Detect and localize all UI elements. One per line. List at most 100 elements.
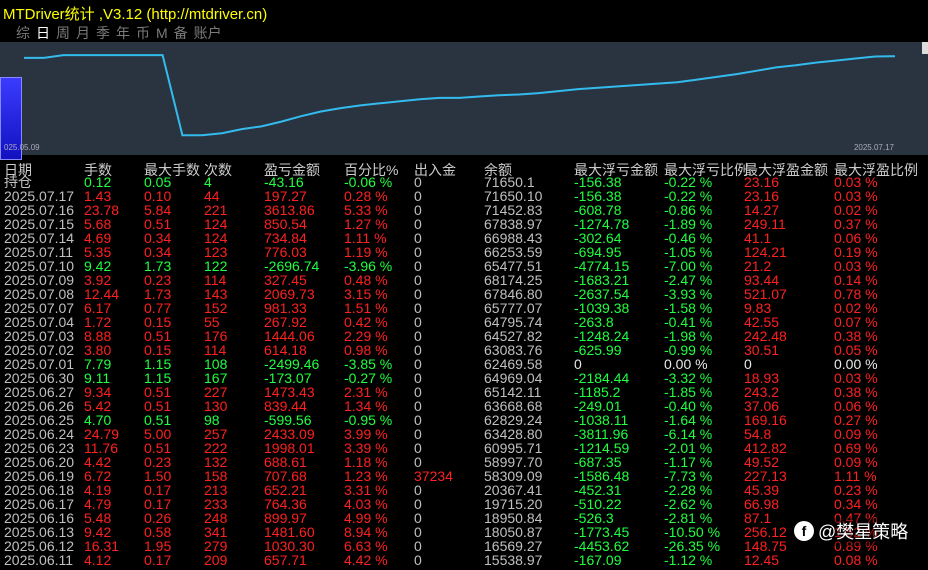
chart-side-button[interactable]	[0, 77, 22, 160]
cell-max-profit-pct: 0.02 %	[834, 202, 878, 218]
cell-lots: 9.42	[84, 258, 112, 274]
cell-date: 2025.07.03	[4, 328, 75, 344]
table-row: 2025.07.02 3.80 0.15 114 614.18 0.98 % 0 63083.…	[0, 342, 928, 358]
cell-pnl: -43.16	[264, 174, 304, 190]
cell-pnl: 1481.60	[264, 524, 315, 540]
cell-count: 123	[204, 244, 228, 260]
table-row: 2025.06.17 4.79 0.17 233 764.36 4.03 % 0 19715.…	[0, 496, 928, 512]
cell-max-profit-pct: 0.00 %	[834, 356, 878, 372]
cell-lots: 5.48	[84, 510, 112, 526]
cell-max-profit-pct: 0.03 %	[834, 370, 878, 386]
cell-deposit: 0	[414, 174, 422, 190]
cell-pct: 1.23 %	[344, 468, 388, 484]
cell-count: 222	[204, 440, 228, 456]
cell-max-profit-pct: 0.38 %	[834, 328, 878, 344]
table-row: 2025.06.13 9.42 0.58 341 1481.60 8.94 % 0 18050…	[0, 524, 928, 540]
cell-date: 2025.06.25	[4, 412, 75, 428]
cell-lots: 5.35	[84, 244, 112, 260]
cell-date: 2025.07.15	[4, 216, 75, 232]
cell-max-profit-pct: 0.23 %	[834, 482, 878, 498]
cell-pnl: -2696.74	[264, 258, 320, 274]
cell-deposit: 0	[414, 300, 422, 316]
tab-5[interactable]: 年	[116, 25, 130, 41]
cell-max-profit-pct: 0.03 %	[834, 258, 878, 274]
cell-max-profit: 42.55	[744, 314, 780, 330]
cell-count: 341	[204, 524, 228, 540]
cell-count: 143	[204, 286, 228, 302]
cell-max-profit: 23.16	[744, 174, 780, 190]
cell-date: 2025.07.10	[4, 258, 75, 274]
tab-2[interactable]: 周	[56, 25, 70, 41]
cell-max-loss: -263.8	[574, 314, 614, 330]
cell-date: 2025.06.19	[4, 468, 75, 484]
cell-count: 209	[204, 552, 228, 568]
tab-7[interactable]: M	[156, 25, 168, 41]
cell-max-lots: 0.51	[144, 216, 172, 232]
cell-balance: 65477.51	[484, 258, 543, 274]
tab-6[interactable]: 币	[136, 25, 150, 41]
cell-balance: 18950.84	[484, 510, 543, 526]
column-header: 最大手数	[144, 162, 200, 178]
cell-pnl: 197.27	[264, 188, 307, 204]
cell-pnl: 614.18	[264, 342, 307, 358]
cell-lots: 3.92	[84, 272, 112, 288]
cell-count: 44	[204, 188, 220, 204]
x-end-label: 2025.07.17	[853, 143, 894, 152]
cell-deposit: 0	[414, 286, 422, 302]
cell-deposit: 0	[414, 524, 422, 540]
cell-balance: 66253.59	[484, 244, 543, 260]
table-row: 2025.07.01 7.79 1.15 108 -2499.46 -3.85 % 0 624…	[0, 356, 928, 372]
cell-max-profit: 227.13	[744, 468, 787, 484]
table-row: 2025.07.17 1.43 0.10 44 197.27 0.28 % 0 71650.1…	[0, 188, 928, 204]
cell-balance: 71452.83	[484, 202, 543, 218]
tab-4[interactable]: 季	[96, 25, 110, 41]
tab-1[interactable]: 日	[36, 25, 50, 41]
cell-max-lots: 0.17	[144, 482, 172, 498]
cell-max-profit: 14.27	[744, 202, 780, 218]
cell-lots: 4.12	[84, 552, 112, 568]
cell-date: 2025.06.23	[4, 440, 75, 456]
cell-max-profit-pct: 0.03 %	[834, 174, 878, 190]
cell-pnl: 2433.09	[264, 426, 315, 442]
cell-max-loss-pct: -1.85 %	[664, 384, 713, 400]
cell-max-lots: 0.10	[144, 188, 172, 204]
chart-corner-tab[interactable]	[922, 42, 928, 54]
cell-lots: 24.79	[84, 426, 120, 442]
cell-balance: 65777.07	[484, 300, 543, 316]
tab-3[interactable]: 月	[76, 25, 90, 41]
cell-date: 2025.06.18	[4, 482, 75, 498]
cell-date: 2025.06.13	[4, 524, 75, 540]
cell-max-profit-pct: 0.02 %	[834, 300, 878, 316]
column-header: 百分比%	[344, 162, 399, 178]
tab-9[interactable]: 账户	[193, 25, 222, 41]
table-row: 2025.06.11 4.12 0.17 209 657.71 4.42 % 0 15538.…	[0, 552, 928, 568]
cell-max-loss: -249.01	[574, 398, 622, 414]
cell-max-profit: 12.45	[744, 552, 780, 568]
cell-max-profit-pct: 0.06 %	[834, 230, 878, 246]
table-row: 2025.06.18 4.19 0.17 213 652.21 3.31 % 0 20367.…	[0, 482, 928, 498]
cell-lots: 6.72	[84, 468, 112, 484]
cell-max-profit-pct: 0.07 %	[834, 314, 878, 330]
cell-max-profit: 124.21	[744, 244, 787, 260]
cell-max-profit-pct: 0.69 %	[834, 440, 878, 456]
cell-max-loss-pct: -0.41 %	[664, 314, 713, 330]
cell-max-loss: -1586.48	[574, 468, 630, 484]
cell-max-loss-pct: -2.81 %	[664, 510, 713, 526]
cell-max-loss-pct: -3.32 %	[664, 370, 713, 386]
cell-count: 227	[204, 384, 228, 400]
cell-deposit: 0	[414, 342, 422, 358]
tab-0[interactable]: 综	[16, 25, 30, 41]
cell-pnl: 688.61	[264, 454, 307, 470]
cell-max-lots: 0.51	[144, 328, 172, 344]
cell-max-loss-pct: -1.89 %	[664, 216, 713, 232]
cell-max-profit: 45.39	[744, 482, 780, 498]
cell-balance: 18050.87	[484, 524, 543, 540]
cell-max-loss: -1274.78	[574, 216, 630, 232]
column-header: 最大浮亏金额	[574, 162, 658, 178]
cell-max-loss-pct: -1.58 %	[664, 300, 713, 316]
cell-max-profit-pct: 0.37 %	[834, 216, 878, 232]
tab-8[interactable]: 备	[173, 25, 188, 41]
cell-balance: 67838.97	[484, 216, 543, 232]
cell-date: 2025.07.02	[4, 342, 75, 358]
cell-pnl: 764.36	[264, 496, 307, 512]
